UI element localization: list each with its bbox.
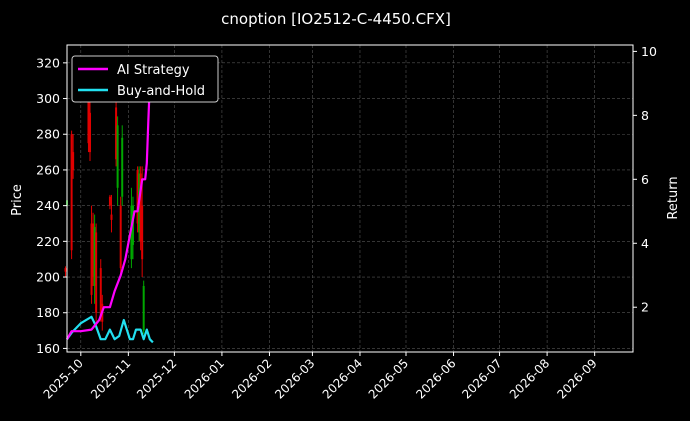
y-left-tick-label: 180 xyxy=(36,305,60,320)
y-left-tick-label: 160 xyxy=(36,341,60,356)
left-axis: 160 180 200 220 240 260 280 300 320 xyxy=(36,55,67,356)
plot-frame xyxy=(66,44,634,353)
candle-body xyxy=(115,107,118,160)
series-line-buy-and-hold xyxy=(66,315,154,344)
y-left-tick-label: 220 xyxy=(36,234,60,249)
y-left-tick-label: 280 xyxy=(36,127,60,142)
candle-body xyxy=(108,196,111,206)
candle-body xyxy=(70,134,73,251)
candle-body xyxy=(90,223,93,295)
chart-title: cnoption [IO2512-C-4450.CFX] xyxy=(221,10,451,28)
legend-box xyxy=(71,55,219,103)
gridlines xyxy=(67,45,633,352)
y-right-tick-label: 8 xyxy=(641,108,649,123)
candle-body xyxy=(121,137,124,197)
y-right-tick-label: 4 xyxy=(641,236,649,251)
candle-body xyxy=(119,205,122,269)
candle-body xyxy=(131,205,134,245)
candle-body xyxy=(87,89,90,144)
candle-body xyxy=(136,169,139,224)
y-right-tick-label: 6 xyxy=(641,172,649,187)
series-line-ai-strategy xyxy=(66,57,154,340)
y-left-tick-label: 300 xyxy=(36,91,60,106)
candle-body xyxy=(141,205,144,260)
candle-body xyxy=(89,112,92,153)
right-axis-label: Return xyxy=(666,176,681,219)
candle-body xyxy=(72,152,75,170)
candle-body xyxy=(95,232,98,313)
candle-body xyxy=(92,223,95,278)
right-axis: 2 4 6 8 10 xyxy=(633,44,657,315)
candle-body xyxy=(99,268,102,317)
candle-body xyxy=(110,214,113,220)
candle-body xyxy=(139,173,142,242)
y-left-tick-label: 260 xyxy=(36,162,60,177)
legend: AI Strategy Buy-and-Hold xyxy=(71,55,219,103)
candles xyxy=(64,77,145,335)
candle-body xyxy=(142,285,145,331)
candle-body xyxy=(93,227,96,286)
y-right-tick-label: 2 xyxy=(641,300,649,315)
legend-label-ai-strategy: AI Strategy xyxy=(117,63,190,78)
y-left-tick-label: 200 xyxy=(36,270,60,285)
y-left-tick-label: 320 xyxy=(36,55,60,70)
y-right-tick-label: 10 xyxy=(641,44,657,59)
candle-body xyxy=(116,125,119,188)
legend-label-buy-and-hold: Buy-and-Hold xyxy=(117,84,205,99)
return-lines xyxy=(66,57,154,344)
candle-body xyxy=(64,268,67,272)
left-axis-label: Price xyxy=(10,184,25,216)
y-left-tick-label: 240 xyxy=(36,198,60,213)
